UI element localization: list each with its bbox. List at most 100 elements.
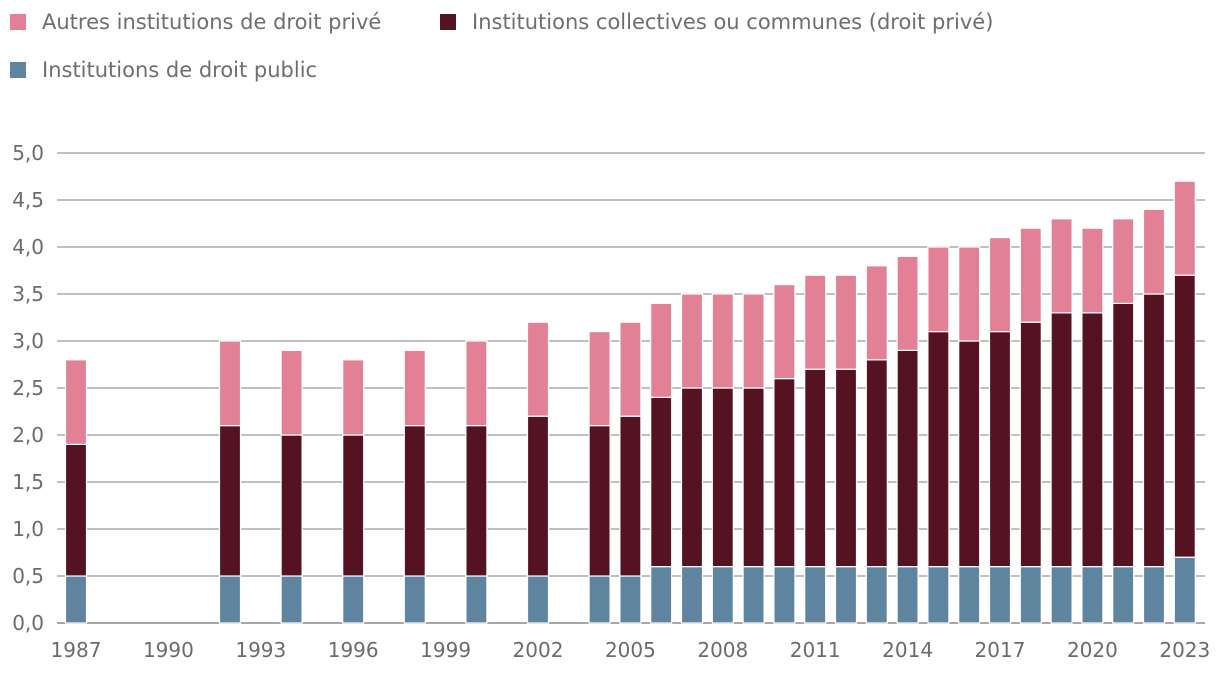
bar-segment (680, 565, 704, 624)
bar-segment (280, 434, 303, 577)
bar-segment (526, 415, 550, 577)
bar-segment (619, 321, 642, 417)
bar-segment (403, 575, 426, 624)
legend-swatch-institutions-droit-public (10, 62, 26, 78)
bar-segment (64, 443, 88, 577)
bar-segment (1142, 565, 1166, 624)
bar-segment (1173, 274, 1196, 558)
bar-segment (64, 359, 88, 445)
bar-segment (896, 255, 919, 351)
x-tick-label: 1993 (235, 638, 286, 662)
bar-segment (650, 565, 673, 624)
bar-segment (619, 575, 642, 624)
bar-segment (711, 565, 734, 624)
legend-swatch-autres-institutions (10, 14, 26, 30)
x-tick-label: 1987 (51, 638, 102, 662)
bar-segment (834, 368, 858, 568)
bar-segment (804, 274, 827, 370)
bar-segment (804, 368, 827, 568)
legend-swatch-institutions-collectives (440, 14, 456, 30)
bar-segment (742, 387, 765, 568)
bar-segment (342, 434, 365, 577)
y-tick-label: 4,0 (12, 235, 44, 259)
bar-segment (403, 425, 426, 577)
y-tick-label: 2,5 (12, 376, 44, 400)
bar-segment (988, 331, 1012, 568)
bar-segment (1112, 302, 1135, 568)
bar-segment (927, 565, 950, 624)
bar-segment (1112, 218, 1135, 305)
bar-segment (280, 349, 303, 436)
bar-segment (988, 565, 1012, 624)
x-tick-label: 1999 (420, 638, 471, 662)
y-tick-label: 0,0 (12, 611, 44, 635)
bar-segment (865, 565, 888, 624)
bar-segment (1050, 312, 1073, 568)
bar-segment (711, 387, 734, 568)
bar-segment (742, 565, 765, 624)
bar-segment (1142, 208, 1166, 295)
bar-segment (865, 265, 888, 361)
bar-segment (680, 387, 704, 568)
bar-segment (773, 378, 796, 568)
bars-layer (64, 180, 1196, 624)
bar-segment (526, 575, 550, 624)
bar-segment (218, 575, 242, 624)
x-tick-label: 2014 (882, 638, 933, 662)
x-tick-label: 2005 (605, 638, 656, 662)
legend-label-institutions-collectives: Institutions collectives ou communes (dr… (472, 10, 994, 34)
bar-segment (927, 246, 950, 333)
bar-segment (896, 565, 919, 624)
bar-segment (342, 359, 365, 436)
bar-segment (804, 565, 827, 624)
bar-segment (1081, 312, 1104, 568)
axis-layer: 0,0 0,5 1,0 1,5 2,0 2,5 3,0 3,5 4,0 4,5 5,0 1987 199… (12, 141, 1210, 662)
bar-segment (773, 565, 796, 624)
legend-label-autres-institutions: Autres institutions de droit privé (42, 10, 382, 34)
bar-segment (526, 321, 550, 417)
bar-segment (280, 575, 303, 624)
x-tick-label: 1996 (328, 638, 379, 662)
y-tick-label: 2,0 (12, 423, 44, 447)
bar-segment (834, 565, 858, 624)
x-tick-label: 1990 (143, 638, 194, 662)
bar-segment (1019, 321, 1042, 568)
bar-segment (1050, 565, 1073, 624)
bar-segment (465, 425, 488, 577)
bar-segment (1173, 556, 1196, 624)
bar-segment (958, 565, 981, 624)
legend-item-autres-institutions: Autres institutions de droit privé (10, 10, 381, 34)
bar-segment (403, 349, 426, 427)
bar-segment (958, 340, 981, 568)
x-tick-label: 2002 (513, 638, 564, 662)
bar-segment (1173, 180, 1196, 276)
bar-segment (927, 331, 950, 568)
bar-segment (680, 293, 704, 389)
x-tick-label: 2008 (697, 638, 748, 662)
y-tick-label: 5,0 (12, 141, 44, 165)
bar-segment (896, 349, 919, 568)
bar-segment (218, 425, 242, 577)
bar-segment (711, 293, 734, 389)
bar-segment (1019, 565, 1042, 624)
bar-segment (1081, 227, 1104, 314)
bar-segment (1081, 565, 1104, 624)
bar-segment (218, 340, 242, 427)
bar-segment (64, 575, 88, 624)
y-tick-label: 1,0 (12, 517, 44, 541)
bar-segment (958, 246, 981, 342)
bar-segment (1142, 293, 1166, 568)
bar-segment (465, 340, 488, 427)
bar-segment (619, 415, 642, 577)
bar-segment (834, 274, 858, 370)
legend-item-institutions-collectives: Institutions collectives ou communes (dr… (440, 10, 993, 34)
y-tick-label: 3,5 (12, 282, 44, 306)
bar-segment (588, 575, 611, 624)
bar-segment (650, 302, 673, 398)
bar-segment (1019, 227, 1042, 323)
bar-segment (650, 396, 673, 568)
bar-segment (865, 359, 888, 568)
bar-segment (588, 425, 611, 577)
bar-segment (988, 237, 1012, 333)
